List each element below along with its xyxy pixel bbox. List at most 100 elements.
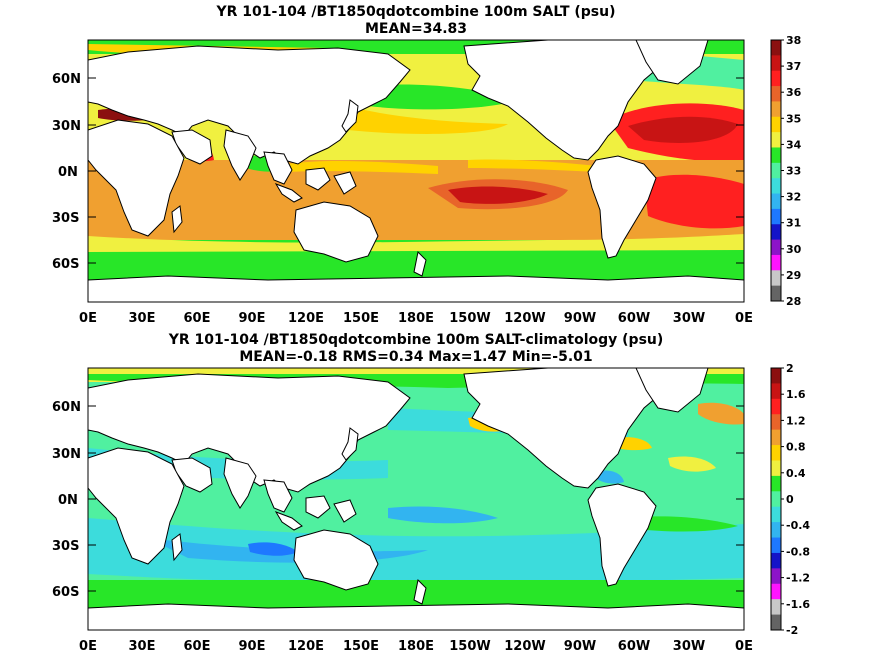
colorbar-swatch-bottom: [771, 583, 781, 600]
colorbar-swatch-top: [771, 193, 781, 210]
colorbar-label-bottom: -1.2: [786, 572, 810, 585]
lon-label-top: 90W: [564, 311, 596, 326]
colorbar-swatch-bottom: [771, 491, 781, 508]
colorbar-swatch-top: [771, 132, 781, 148]
lon-label-bottom: 180E: [398, 639, 434, 654]
colorbar-swatch-top: [771, 254, 781, 271]
lon-label-top: 90E: [239, 311, 266, 326]
salinity-map-top: 60N 30N 0N 30S 60S 0E 30E 60E 90E 120E 1…: [52, 34, 802, 326]
colorbar-swatch-bottom: [771, 460, 781, 477]
colorbar-label-bottom: 0.8: [786, 441, 806, 454]
colorbar-label-top: 28: [786, 295, 801, 308]
colorbar-bottom: 2 1.6 1.2 0.8 0.4 0 -0.4 -0.8 -1.2 -1.6 -2: [770, 362, 810, 637]
colorbar-label-bottom: -0.4: [786, 519, 810, 532]
lon-label-bottom: 60W: [618, 639, 650, 654]
colorbar-label-top: 35: [786, 112, 801, 125]
colorbar-label-bottom: -1.6: [786, 598, 810, 611]
map-title-bottom-line1: YR 101-104 /BT1850qdotcombine 100m SALT-…: [168, 332, 664, 348]
colorbar-swatch-top: [771, 178, 781, 195]
colorbar-swatch-bottom: [771, 537, 781, 554]
colorbar-swatch-top: [771, 162, 781, 179]
salinity-anomaly-map-bottom: 60N 30N 0N 30S 60S 0E 30E 60E 90E 120E 1…: [52, 362, 810, 654]
lat-label-60n-bottom: 60N: [52, 400, 81, 415]
colorbar-swatch-top: [771, 70, 781, 87]
colorbar-swatch-top: [771, 224, 781, 241]
lon-label-bottom: 0E: [79, 639, 97, 654]
lon-label-top: 150E: [343, 311, 379, 326]
colorbar-label-bottom: 1.2: [786, 414, 806, 427]
colorbar-label-bottom: 1.6: [786, 388, 806, 401]
lon-label-bottom: 90W: [564, 639, 596, 654]
colorbar-label-top: 37: [786, 60, 801, 73]
lat-label-30n-top: 30N: [52, 119, 81, 134]
colorbar-swatch-top: [771, 270, 781, 287]
lat-label-30n-bottom: 30N: [52, 447, 81, 462]
lon-label-top: 120W: [504, 311, 545, 326]
lon-label-top: 180E: [398, 311, 434, 326]
colorbar-label-bottom: -2: [786, 624, 798, 637]
colorbar-swatch-top: [771, 147, 781, 164]
lon-label-bottom: 30E: [129, 639, 156, 654]
colorbar-label-bottom: 0: [786, 493, 794, 506]
lon-label-top: 120E: [288, 311, 324, 326]
colorbar-swatch-top: [771, 208, 781, 225]
colorbar-swatch-bottom: [771, 445, 781, 461]
colorbar-label-top: 33: [786, 165, 801, 178]
lat-label-0n-top: 0N: [58, 165, 78, 180]
colorbar-swatch-bottom: [771, 568, 781, 585]
lon-label-bottom: 60E: [184, 639, 211, 654]
colorbar-swatch-top: [771, 116, 781, 133]
colorbar-swatch-bottom: [771, 506, 781, 523]
colorbar-swatch-bottom: [771, 429, 781, 446]
colorbar-swatch-bottom: [771, 368, 781, 384]
lat-label-60s-bottom: 60S: [52, 585, 79, 600]
colorbar-swatch-bottom: [771, 522, 781, 539]
colorbar-swatch-bottom: [771, 614, 781, 631]
colorbar-label-bottom: 0.4: [786, 467, 806, 480]
colorbar-swatch-top: [771, 285, 781, 302]
colorbar-swatch-bottom: [771, 475, 781, 492]
lat-label-30s-top: 30S: [52, 211, 79, 226]
colorbar-swatch-top: [771, 55, 781, 72]
lon-label-bottom: 150E: [343, 639, 379, 654]
colorbar-top: 38 37 36 35 34 33 32 31 30 29 28: [770, 34, 802, 308]
colorbar-swatch-top: [771, 40, 781, 56]
colorbar-swatch-top: [771, 101, 781, 118]
lon-label-top: 30E: [129, 311, 156, 326]
lon-label-bottom: 150W: [449, 639, 490, 654]
lon-label-bottom: 120W: [504, 639, 545, 654]
colorbar-label-top: 34: [786, 138, 802, 151]
lon-label-top: 60E: [184, 311, 211, 326]
map-title-bottom-line2: MEAN=-0.18 RMS=0.34 Max=1.47 Min=-5.01: [239, 349, 593, 365]
lat-label-60n-top: 60N: [52, 72, 81, 87]
lon-label-bottom: 90E: [239, 639, 266, 654]
colorbar-label-bottom: -0.8: [786, 545, 810, 558]
colorbar-swatch-top: [771, 86, 781, 102]
colorbar-label-top: 31: [786, 217, 801, 230]
colorbar-swatch-top: [771, 239, 781, 256]
lon-label-bottom: 30W: [673, 639, 705, 654]
colorbar-label-top: 29: [786, 269, 801, 282]
colorbar-label-bottom: 2: [786, 362, 794, 375]
lon-label-top: 0E: [79, 311, 97, 326]
lat-label-0n-bottom: 0N: [58, 493, 78, 508]
colorbar-swatch-bottom: [771, 552, 781, 569]
lon-label-top: 60W: [618, 311, 650, 326]
colorbar-label-top: 38: [786, 34, 801, 47]
lat-label-30s-bottom: 30S: [52, 539, 79, 554]
lon-label-top: 0E: [735, 311, 753, 326]
lon-label-bottom: 120E: [288, 639, 324, 654]
lat-label-60s-top: 60S: [52, 257, 79, 272]
colorbar-swatch-bottom: [771, 383, 781, 400]
lon-label-top: 30W: [673, 311, 705, 326]
colorbar-swatch-bottom: [771, 398, 781, 415]
colorbar-label-top: 36: [786, 86, 802, 99]
lon-label-bottom: 0E: [735, 639, 753, 654]
colorbar-label-top: 30: [786, 243, 802, 256]
lon-label-top: 150W: [449, 311, 490, 326]
colorbar-swatch-bottom: [771, 599, 781, 616]
map-title-top-line2: MEAN=34.83: [364, 21, 468, 37]
map-title-top-line1: YR 101-104 /BT1850qdotcombine 100m SALT …: [216, 4, 616, 20]
colorbar-label-top: 32: [786, 191, 801, 204]
